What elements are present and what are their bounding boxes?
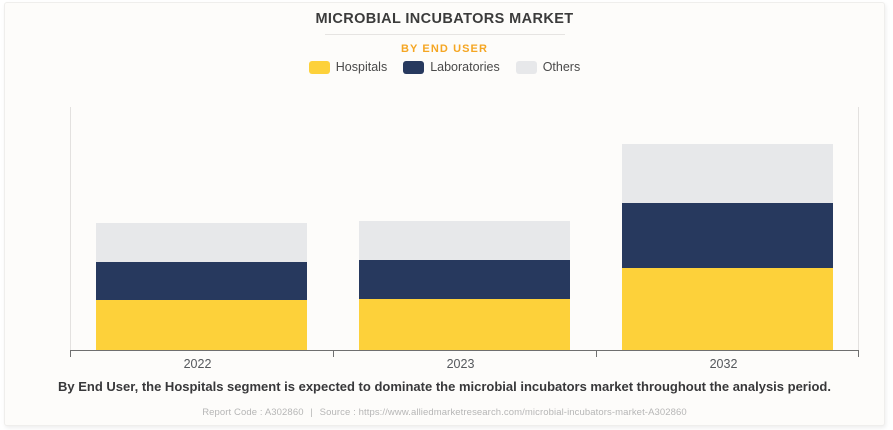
chart-subtitle: BY END USER xyxy=(400,43,489,55)
bar-segment-others[interactable] xyxy=(96,223,307,262)
bar-segment-laboratories[interactable] xyxy=(96,262,307,300)
chart-credit: Report Code : A302860 | Source : https:/… xyxy=(5,407,884,418)
legend-item-others[interactable]: Others xyxy=(515,60,581,74)
bar-segment-laboratories[interactable] xyxy=(359,260,570,299)
y-axis-line xyxy=(70,107,71,350)
x-axis-tick-end xyxy=(858,351,859,357)
bar-segment-hospitals[interactable] xyxy=(359,299,570,350)
bar-segment-hospitals[interactable] xyxy=(96,300,307,350)
chart-caption: By End User, the Hospitals segment is ex… xyxy=(58,379,831,394)
bar-segment-others[interactable] xyxy=(359,221,570,260)
bar-segment-others[interactable] xyxy=(622,144,833,203)
legend-swatch-others-icon xyxy=(515,60,537,74)
page-title: MICROBIAL INCUBATORS MARKET xyxy=(315,11,574,27)
x-axis-label-2022: 2022 xyxy=(183,357,212,371)
chart-legend: Hospitals Laboratories Others xyxy=(5,60,884,74)
bar-series-container xyxy=(70,103,859,350)
chart-card: MICROBIAL INCUBATORS MARKET BY END USER … xyxy=(4,2,885,426)
x-axis-label-2023: 2023 xyxy=(446,357,475,371)
plot-right-border xyxy=(858,107,859,350)
x-axis-label-2032: 2032 xyxy=(709,357,738,371)
title-divider xyxy=(324,34,565,35)
stacked-bar[interactable] xyxy=(359,221,570,350)
bar-group-2022 xyxy=(96,103,307,350)
credit-separator: | xyxy=(310,407,313,418)
x-axis-line xyxy=(70,350,859,351)
plot-area: 2022 2023 2032 xyxy=(66,103,862,371)
bar-group-2032 xyxy=(622,103,833,350)
bar-segment-laboratories[interactable] xyxy=(622,203,833,268)
legend-swatch-hospitals-icon xyxy=(308,60,330,74)
source-url-text[interactable]: Source : https://www.alliedmarketresearc… xyxy=(319,407,687,418)
legend-item-hospitals[interactable]: Hospitals xyxy=(308,60,388,74)
stacked-bar[interactable] xyxy=(622,144,833,350)
legend-item-laboratories[interactable]: Laboratories xyxy=(403,60,500,74)
x-axis-tick-start xyxy=(70,351,71,357)
bar-group-2023 xyxy=(359,103,570,350)
bar-segment-hospitals[interactable] xyxy=(622,268,833,350)
x-axis-tick-2 xyxy=(596,351,597,357)
legend-label-laboratories: Laboratories xyxy=(430,60,500,74)
report-code-text: Report Code : A302860 xyxy=(202,407,304,418)
x-axis-tick-1 xyxy=(333,351,334,357)
legend-label-others: Others xyxy=(542,60,581,74)
legend-label-hospitals: Hospitals xyxy=(335,60,388,74)
legend-swatch-laboratories-icon xyxy=(403,60,425,74)
stacked-bar[interactable] xyxy=(96,223,307,350)
